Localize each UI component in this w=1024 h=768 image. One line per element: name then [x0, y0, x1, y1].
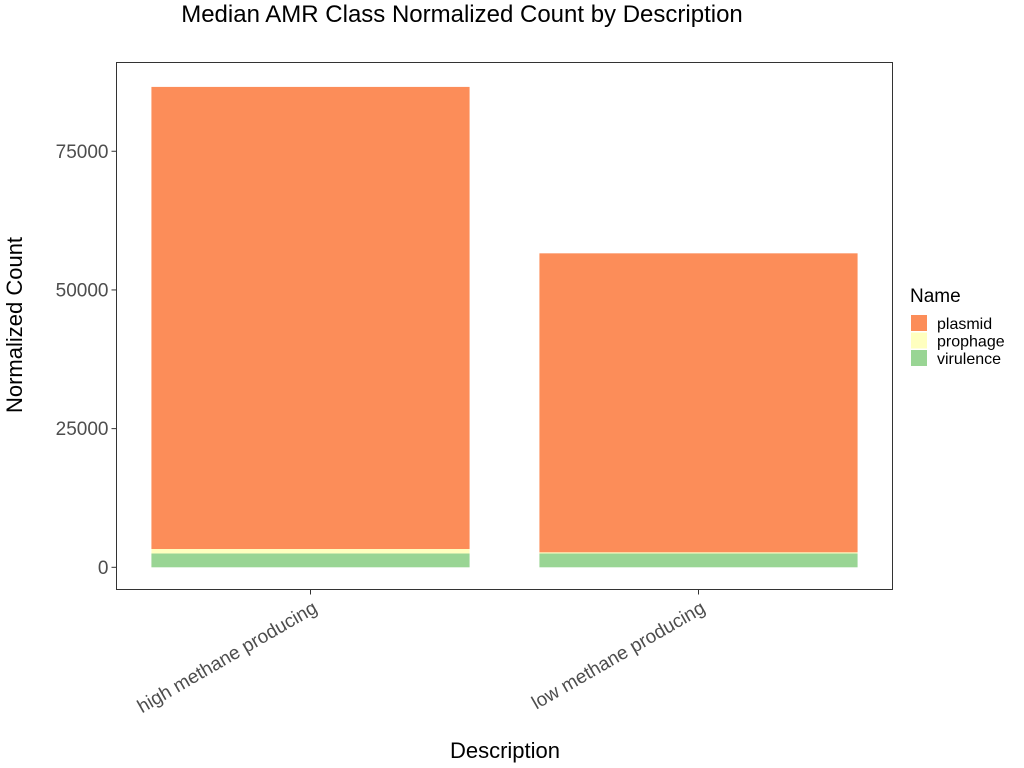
legend-key-prophage: [911, 332, 927, 349]
bar-prophage-high: [151, 549, 470, 554]
x-axis: high methane producing low methane produc…: [134, 589, 709, 718]
x-tick-label: low methane producing: [528, 598, 709, 714]
y-tick-label: 50000: [56, 280, 109, 301]
bar-plasmid-low: [539, 253, 858, 553]
y-tick-label: 75000: [56, 142, 109, 163]
legend-label-plasmid: plasmid: [937, 316, 992, 333]
legend-title: Name: [910, 286, 961, 307]
bar-plasmid-high: [151, 86, 470, 550]
legend-key-plasmid: [911, 315, 927, 331]
x-axis-title: Description: [450, 738, 560, 763]
y-axis-title: Normalized Count: [2, 237, 27, 413]
chart-title: Median AMR Class Normalized Count by Des…: [181, 1, 743, 28]
bar-virulence-high: [151, 553, 470, 568]
legend-label-virulence: virulence: [937, 351, 1001, 368]
legend-key-virulence: [911, 350, 927, 366]
y-tick-label: 25000: [56, 419, 109, 440]
y-tick-label: 0: [98, 558, 109, 579]
bar-virulence-low: [539, 553, 858, 568]
bars-layer: [151, 86, 858, 568]
legend-label-prophage: prophage: [937, 334, 1005, 351]
bar-prophage-low: [539, 552, 858, 554]
x-tick-label: high methane producing: [134, 598, 321, 718]
y-axis: 0 25000 50000 75000: [56, 142, 117, 579]
